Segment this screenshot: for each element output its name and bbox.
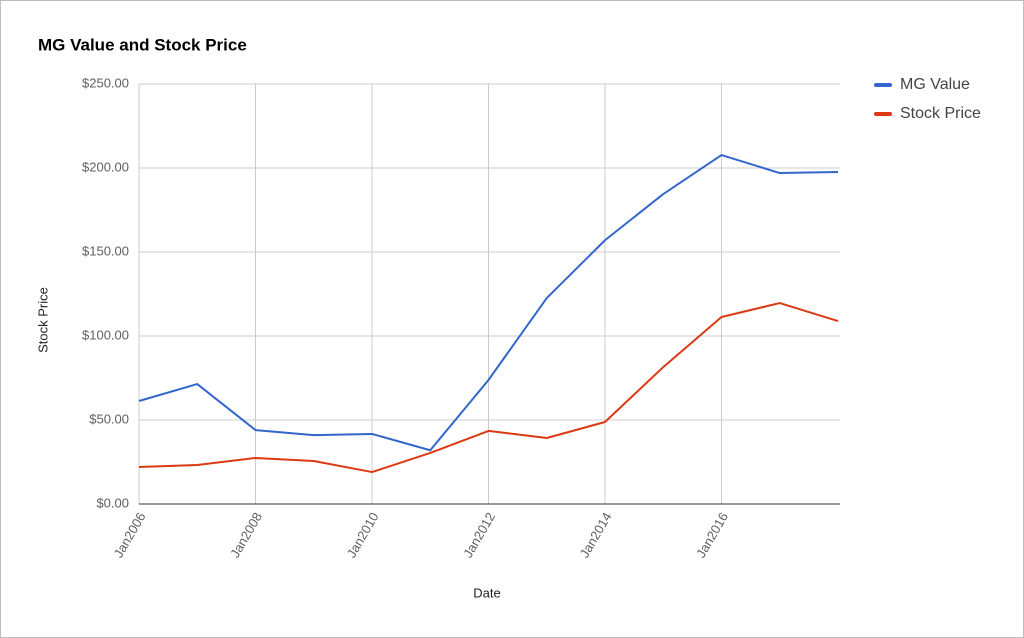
x-axis-title: Date: [473, 585, 500, 600]
legend-label: Stock Price: [900, 105, 981, 122]
chart-title: MG Value and Stock Price: [38, 35, 247, 54]
y-axis-title: Stock Price: [35, 287, 50, 353]
y-tick-label: $100.00: [82, 327, 129, 342]
y-tick-label: $150.00: [82, 243, 129, 258]
y-tick-label: $0.00: [96, 495, 129, 510]
legend-label: MG Value: [900, 76, 970, 93]
series-line: [138, 302, 839, 474]
y-tick-label: $200.00: [82, 159, 129, 174]
y-tick-label: $50.00: [89, 411, 129, 426]
series-line: [138, 154, 839, 452]
y-tick-label: $250.00: [82, 75, 129, 90]
